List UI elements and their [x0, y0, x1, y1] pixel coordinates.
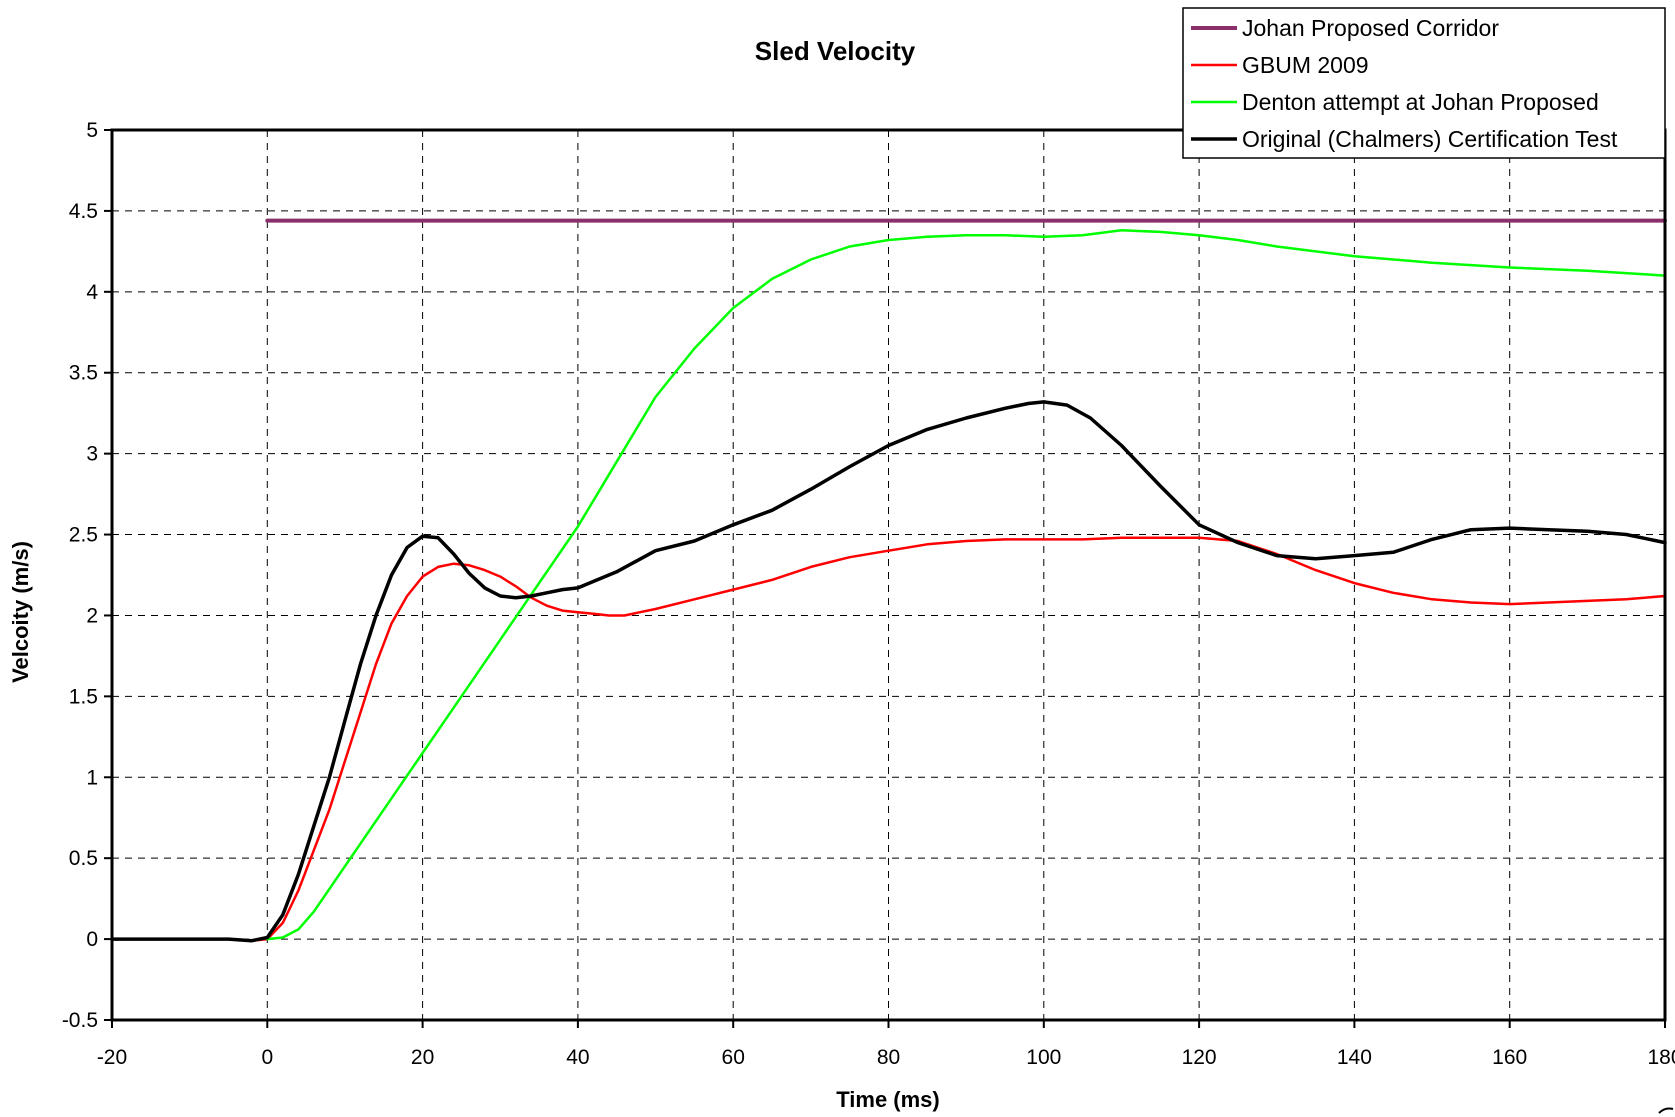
y-tick-label: 2 — [86, 604, 98, 627]
legend-label: GBUM 2009 — [1242, 52, 1369, 78]
y-tick-label: 2.5 — [69, 524, 98, 547]
x-tick-label: 120 — [1182, 1046, 1217, 1069]
y-tick-label: 4.5 — [69, 200, 98, 223]
y-tick-label: 1.5 — [69, 685, 98, 708]
x-tick-label: 180 — [1647, 1046, 1675, 1069]
axis-ticks: -0.5 0 0.5 1 1.5 2 2.5 3 3.5 4 4.5 5 -20 0 20 40 60 80 100… — [62, 119, 1675, 1069]
x-axis-label: Time (ms) — [836, 1087, 940, 1112]
legend-box — [1182, 7, 1666, 159]
x-tick-label: 100 — [1026, 1046, 1061, 1069]
y-tick-label: 4 — [86, 281, 98, 304]
series-line-4 — [110, 400, 1667, 943]
y-axis-label: Velcoity (m/s) — [8, 541, 33, 683]
x-tick-label: -20 — [97, 1046, 127, 1069]
series-line-3 — [266, 229, 1667, 941]
legend-label: Denton attempt at Johan Proposed — [1242, 89, 1599, 115]
y-tick-label: 5 — [86, 119, 98, 142]
grid-lines — [112, 130, 1665, 1020]
y-tick-label: 0.5 — [69, 847, 98, 870]
x-tick-label: 20 — [411, 1046, 434, 1069]
y-tick-label: -0.5 — [62, 1009, 98, 1032]
x-tick-label: 60 — [722, 1046, 745, 1069]
x-tick-label: 0 — [261, 1046, 273, 1069]
series-line-2 — [110, 536, 1667, 942]
legend-label: Johan Proposed Corridor — [1242, 15, 1499, 41]
y-tick-label: 3 — [86, 443, 98, 466]
x-tick-label: 160 — [1492, 1046, 1527, 1069]
x-tick-label: 140 — [1337, 1046, 1372, 1069]
legend: Johan Proposed Corridor GBUM 2009 Denton a… — [1182, 7, 1666, 159]
x-tick-label: 80 — [877, 1046, 900, 1069]
y-tick-label: 3.5 — [69, 362, 98, 385]
legend-label: Original (Chalmers) Certification Test — [1242, 126, 1618, 152]
y-tick-label: 1 — [86, 766, 98, 789]
chart-title: Sled Velocity — [755, 36, 916, 66]
corner-curve-icon — [1658, 1107, 1674, 1114]
x-tick-label: 40 — [566, 1046, 589, 1069]
series-lines — [110, 218, 1667, 943]
y-tick-label: 0 — [86, 928, 98, 951]
